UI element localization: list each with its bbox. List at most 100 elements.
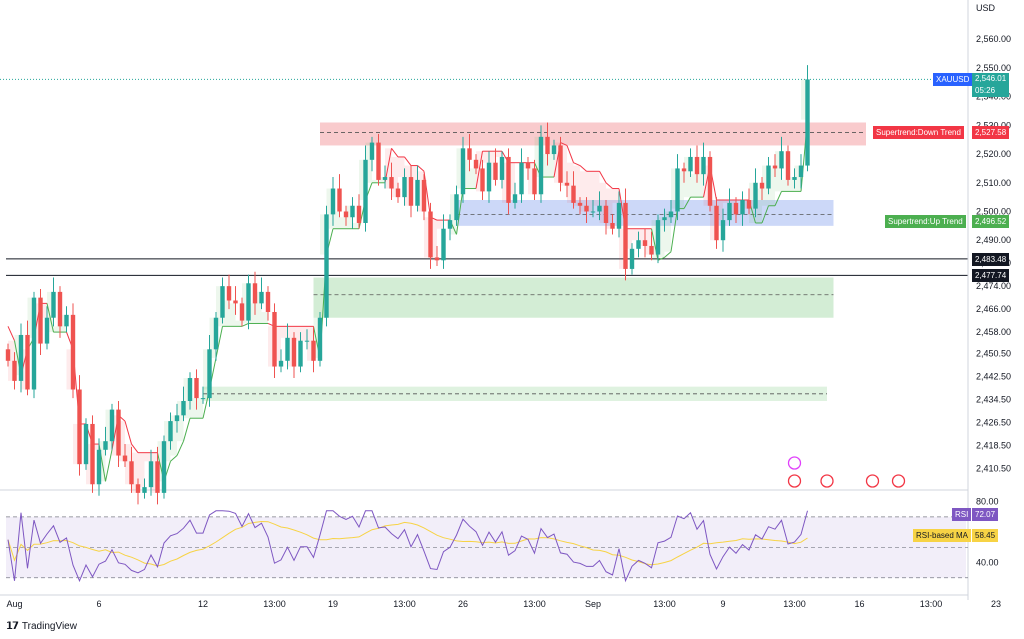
supertrend-fill <box>40 303 47 318</box>
time-tick-label: 13:00 <box>523 599 546 609</box>
candle-up <box>83 423 89 465</box>
tradingview-footer[interactable]: 𝟭𝟳 TradingView <box>6 621 77 632</box>
candle-down <box>129 461 134 485</box>
supertrend-fill <box>645 228 652 255</box>
candle-up <box>51 291 56 318</box>
candle-down <box>785 151 791 180</box>
supertrend-fill <box>755 188 762 223</box>
supertrend-fill <box>664 211 671 252</box>
candle-up <box>369 142 375 160</box>
supertrend-segment <box>566 145 574 163</box>
candle-up <box>590 211 596 213</box>
time-tick-label: 13:00 <box>653 599 676 609</box>
supertrend-fill <box>528 162 535 195</box>
supertrend-fill <box>34 303 41 344</box>
candle-up <box>668 211 674 218</box>
supertrend-fill <box>320 214 327 255</box>
candle-down <box>122 455 128 462</box>
supertrend-segment <box>183 418 191 442</box>
last-price-symbol-tag: XAUUSD <box>933 73 973 87</box>
supertrend-segment <box>215 326 223 359</box>
supertrend-fill <box>255 291 262 324</box>
supertrend-fill <box>118 421 125 462</box>
supertrend-fill <box>450 194 457 235</box>
candle-up <box>512 194 518 203</box>
candle-up <box>551 145 557 155</box>
time-axis[interactable]: Aug 6 12 13:00 19 13:00 26 13:00 Sep 13:00 9 13:00 1… <box>6 599 1001 609</box>
candle-down <box>291 337 297 367</box>
supertrend-fill <box>190 398 197 419</box>
candle-down <box>746 200 752 209</box>
economic-event-icon[interactable] <box>820 474 834 488</box>
supertrend-fill <box>781 179 788 192</box>
price-tick-label: 2,490.00 <box>976 235 1011 245</box>
candle-down <box>584 205 589 212</box>
supertrend-fill <box>105 409 112 450</box>
candle-up <box>181 400 186 416</box>
supertrend-segment <box>664 251 672 258</box>
economic-event-icon[interactable] <box>787 474 802 488</box>
economic-event-icon[interactable] <box>787 456 802 470</box>
supertrend-fill <box>534 136 541 178</box>
supertrend-fill <box>216 286 223 327</box>
candle-up <box>31 297 37 390</box>
candle-up <box>259 291 264 304</box>
candle-down <box>5 349 11 361</box>
level-value-tag: 2,483.48 <box>972 252 1010 266</box>
supertrend-segment <box>579 165 587 172</box>
candle-down <box>577 202 583 206</box>
candle-up <box>324 214 329 318</box>
events-layer[interactable] <box>787 456 906 488</box>
supertrend-fill <box>677 171 684 209</box>
supertrend-fill <box>268 326 275 367</box>
supertrend-fill <box>131 452 138 493</box>
time-tick-label: 19 <box>328 599 338 609</box>
supertrend-fill <box>261 311 268 324</box>
grid-layer <box>0 0 969 600</box>
time-tick-label: Sep <box>585 599 601 609</box>
supertrend-fill <box>775 151 782 192</box>
supertrend-fill <box>170 415 177 456</box>
supertrend-fill <box>541 154 548 178</box>
candle-down <box>389 177 394 189</box>
supertrend-fill <box>651 220 658 261</box>
candle-down <box>772 165 778 169</box>
economic-event-icon[interactable] <box>865 474 880 488</box>
supertrend-fill <box>73 423 80 465</box>
rsi-label: RSI <box>952 507 972 521</box>
candle-down <box>649 245 654 255</box>
currency-label[interactable]: USD <box>976 3 996 13</box>
supertrend-fill <box>372 179 379 183</box>
supertrend-segment <box>560 142 568 146</box>
supertrend-fill <box>586 171 593 212</box>
candle-up <box>441 228 446 261</box>
candle-down <box>532 168 537 195</box>
candle-down <box>714 205 719 241</box>
supertrend-fill <box>430 220 437 261</box>
supertrend-down-value: 2,527.58 <box>972 126 1010 140</box>
supertrend-segment <box>170 455 178 462</box>
candle-up <box>675 168 680 212</box>
supertrend-fill <box>326 188 333 229</box>
supertrend-fill <box>560 145 567 186</box>
supertrend-fill <box>125 444 132 485</box>
candle-up <box>798 165 804 178</box>
supertrend-segment <box>131 443 139 453</box>
candle-down <box>707 156 713 206</box>
supertrend-segment <box>417 165 425 172</box>
supertrend-fill <box>385 148 392 189</box>
supertrend-fill <box>710 200 717 241</box>
supertrend-fill <box>476 151 483 192</box>
candle-up <box>168 421 173 442</box>
candle-down <box>681 168 687 172</box>
candle-down <box>356 205 362 223</box>
economic-event-icon[interactable] <box>891 474 906 488</box>
candle-down <box>571 185 576 203</box>
supertrend-fill <box>684 156 691 198</box>
supertrend-fill <box>729 200 736 215</box>
supertrend-segment <box>573 162 581 167</box>
candle-up <box>597 205 602 212</box>
supertrend-fill <box>573 165 580 206</box>
candle-down <box>343 211 349 218</box>
